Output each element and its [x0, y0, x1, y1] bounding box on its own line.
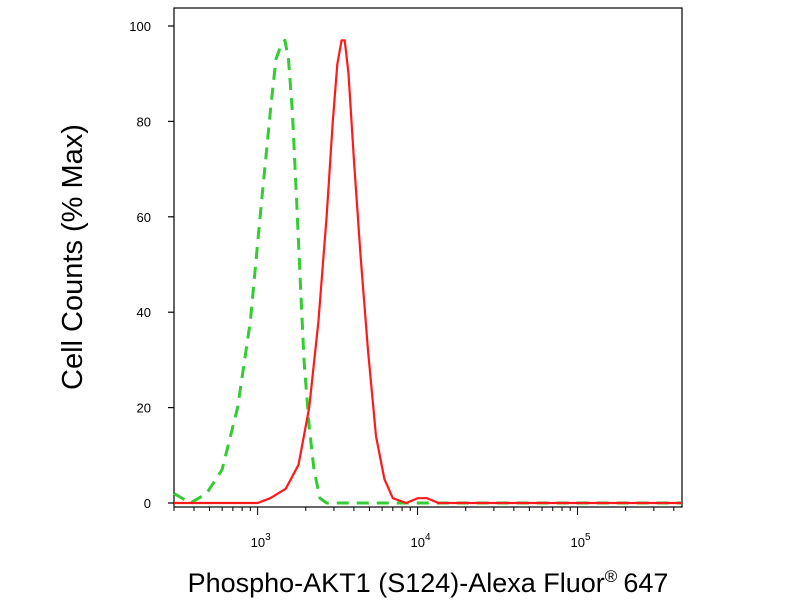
- x-tick-label-exponent: 5: [585, 532, 591, 543]
- y-tick-label: 20: [137, 401, 151, 416]
- x-tick-label-base: 10: [571, 535, 585, 550]
- x-tick-label-exponent: 4: [425, 532, 431, 543]
- y-tick-label: 60: [137, 210, 151, 225]
- series-layer: [173, 38, 682, 505]
- control-series-line: [173, 38, 682, 505]
- plot-frame: [173, 7, 683, 508]
- x-axis-title-suffix: 647: [623, 568, 668, 598]
- x-tick-label-base: 10: [411, 535, 425, 550]
- y-tick-label: 40: [137, 305, 151, 320]
- x-tick-label-base: 10: [251, 535, 265, 550]
- x-tick-label: 104: [411, 532, 431, 550]
- y-axis-ticks: 0 20 40 60 80 100: [129, 19, 174, 511]
- y-axis-title: Cell Counts (% Max): [57, 124, 89, 390]
- y-tick-label: 100: [129, 19, 151, 34]
- x-axis-title: Phospho-AKT1 (S124)-Alexa Fluor® 647: [188, 567, 669, 598]
- x-axis-title-main: Phospho-AKT1 (S124)-Alexa Fluor: [188, 568, 605, 598]
- x-tick-label: 103: [251, 532, 271, 550]
- y-tick-label: 0: [144, 496, 151, 511]
- x-axis-ticks: 103 104 105: [173, 507, 675, 550]
- sample-series-line: [174, 39, 682, 505]
- x-tick-label-exponent: 3: [265, 532, 271, 543]
- x-axis-title-superscript: ®: [605, 567, 618, 586]
- y-tick-label: 80: [137, 114, 151, 129]
- x-tick-label: 105: [571, 532, 591, 550]
